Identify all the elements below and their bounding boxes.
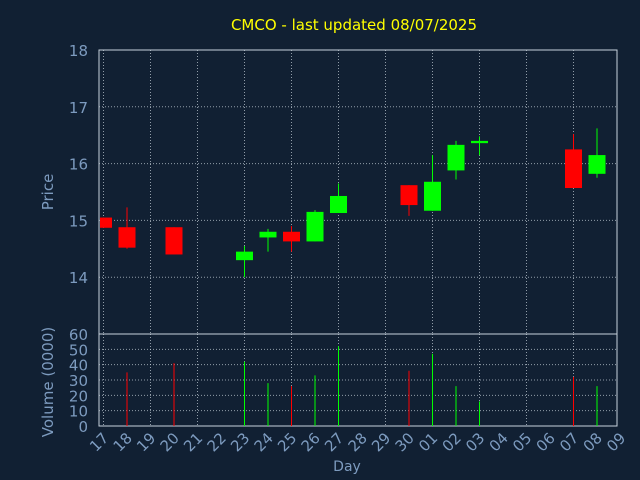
x-tick-label: 18 <box>110 429 136 455</box>
candle-body <box>165 227 183 255</box>
candle-body <box>118 227 136 248</box>
candle-body <box>447 144 465 171</box>
x-tick-label: 22 <box>204 429 230 455</box>
x-tick-label: 06 <box>533 429 559 455</box>
candles <box>100 128 606 278</box>
x-tick-label: 03 <box>462 429 488 455</box>
x-tick-label: 02 <box>439 429 465 455</box>
x-ticks: 1718192021222324252627282930010203040506… <box>86 429 629 455</box>
volume-tick-label: 50 <box>69 341 88 359</box>
price-panel-frame <box>98 49 618 335</box>
candle-body <box>424 181 441 211</box>
volume-tick-label: 10 <box>69 403 88 421</box>
x-tick-label: 07 <box>556 429 582 455</box>
price-y-ticks: 18 17 16 15 14 <box>69 42 88 287</box>
price-tick-label: 18 <box>69 42 88 60</box>
candle-body <box>259 231 277 238</box>
x-tick-label: 01 <box>415 429 441 455</box>
price-tick-label: 16 <box>69 156 88 174</box>
x-tick-label: 08 <box>580 429 606 455</box>
volume-tick-label: 60 <box>69 326 88 344</box>
candle-body <box>471 140 488 144</box>
candle-body <box>100 217 112 228</box>
x-tick-label: 25 <box>274 429 300 455</box>
price-tick-label: 17 <box>69 99 88 117</box>
chart-title: CMCO - last updated 08/07/2025 <box>231 16 477 34</box>
x-tick-label: 27 <box>321 429 347 455</box>
price-axis-label: Price <box>39 174 57 211</box>
volume-tick-label: 30 <box>69 372 88 390</box>
x-tick-label: 28 <box>345 429 371 455</box>
x-tick-label: 09 <box>603 429 629 455</box>
candle-body <box>565 149 582 189</box>
x-tick-label: 29 <box>368 429 394 455</box>
candle-body <box>588 155 606 174</box>
x-axis-label: Day <box>333 459 361 475</box>
volume-panel-frame <box>98 333 618 427</box>
x-tick-label: 23 <box>227 429 253 455</box>
volume-tick-label: 40 <box>69 357 88 375</box>
x-tick-label: 04 <box>486 429 512 455</box>
x-tick-label: 05 <box>509 429 535 455</box>
x-tick-label: 30 <box>392 429 418 455</box>
candle-body <box>400 185 418 206</box>
x-tick-label: 19 <box>133 429 159 455</box>
x-tick-label: 26 <box>298 429 324 455</box>
candle-body <box>330 195 347 214</box>
price-tick-label: 15 <box>69 212 88 230</box>
candle-body <box>283 231 300 242</box>
volume-tick-label: 20 <box>69 387 88 405</box>
volume-grid <box>99 334 617 426</box>
x-tick-label: 21 <box>180 429 206 455</box>
volume-bars <box>126 346 598 426</box>
price-tick-label: 14 <box>69 269 88 287</box>
volume-tick-label: 0 <box>78 418 88 436</box>
volume-axis-label: Volume (0000) <box>39 327 57 437</box>
x-tick-label: 24 <box>251 429 277 455</box>
price-grid <box>99 50 617 334</box>
candle-body <box>236 251 253 261</box>
x-tick-label: 17 <box>86 429 112 455</box>
x-tick-label: 20 <box>157 429 183 455</box>
candle-body <box>306 211 324 242</box>
